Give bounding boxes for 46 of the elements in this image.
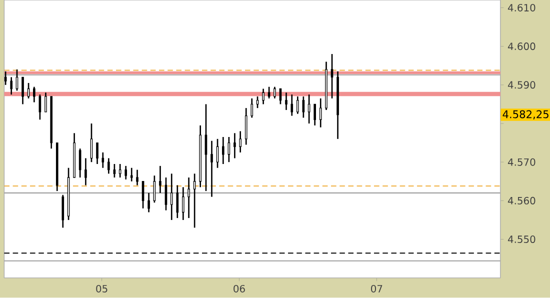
candlestick xyxy=(113,163,116,178)
y-tick-label: 4.550 xyxy=(508,236,536,244)
candlestick xyxy=(10,76,13,96)
candlestick xyxy=(170,173,173,221)
candlestick xyxy=(290,94,294,117)
candlestick xyxy=(44,92,47,113)
y-tick-label: 4.570 xyxy=(508,158,536,166)
candlestick xyxy=(118,163,122,178)
candlestick xyxy=(222,136,224,165)
candlestick xyxy=(274,86,276,100)
y-tick-label: 4.590 xyxy=(508,81,536,89)
candlestick xyxy=(108,158,110,174)
candlestick xyxy=(62,194,64,228)
candlestick xyxy=(234,132,236,160)
candlestick xyxy=(250,98,254,118)
candlestick xyxy=(256,96,259,109)
y-tick-label: 4.610 xyxy=(508,4,536,12)
candlestick xyxy=(314,104,316,126)
candlestick xyxy=(84,158,87,186)
candlestick xyxy=(244,108,248,146)
candlestick xyxy=(33,86,36,104)
candlestick xyxy=(296,96,299,115)
candlestick xyxy=(319,98,322,128)
candlestick xyxy=(268,86,270,100)
candlestick xyxy=(124,165,127,180)
x-tick-label: 05 xyxy=(96,285,108,293)
candlestick xyxy=(210,140,213,198)
x-tick-label: 06 xyxy=(234,285,245,293)
candlestick xyxy=(136,169,138,186)
candlestick xyxy=(148,192,150,214)
candlestick xyxy=(159,165,162,194)
text: 4.582,25 xyxy=(502,110,548,120)
candlestick xyxy=(188,176,190,219)
x-tick-label: 07 xyxy=(371,285,382,293)
candlestick xyxy=(239,130,242,154)
candlestick xyxy=(182,186,184,221)
candlestick xyxy=(96,142,98,165)
candlestick xyxy=(102,152,104,169)
candlestick xyxy=(176,184,179,219)
candlestick xyxy=(262,88,264,105)
candlestick xyxy=(130,167,133,182)
y-tick-label: 4.600 xyxy=(508,42,536,50)
candlestick xyxy=(22,76,24,105)
candlestick xyxy=(4,70,7,86)
y-tick-label: 4.560 xyxy=(508,197,536,205)
candlestick xyxy=(285,92,288,111)
